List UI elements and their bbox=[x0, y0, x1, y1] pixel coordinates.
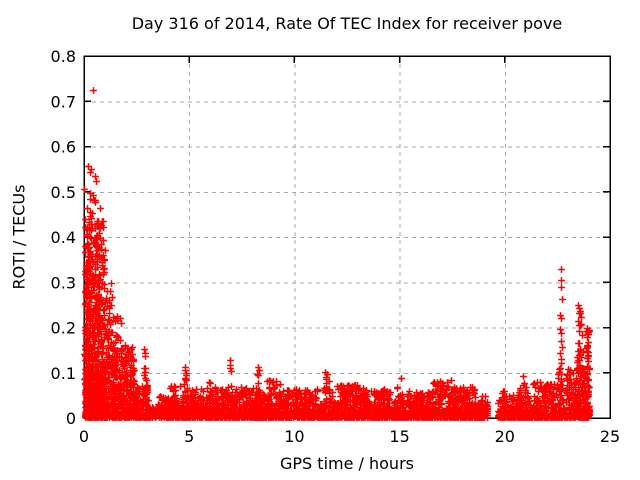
y-tick-label: 0.1 bbox=[51, 364, 76, 383]
x-tick-label: 20 bbox=[495, 427, 515, 446]
y-tick-label: 0.4 bbox=[51, 228, 76, 247]
x-tick-label: 10 bbox=[284, 427, 304, 446]
x-axis-title: GPS time / hours bbox=[280, 454, 414, 473]
y-tick-label: 0.8 bbox=[51, 47, 76, 66]
y-tick-label: 0.2 bbox=[51, 319, 76, 338]
tick-labels: 0 0.1 0.2 0.3 0.4 0.5 0.6 0.7 0.8 0 5 10 15 20 25 bbox=[51, 47, 621, 446]
scatter-marker-batch bbox=[363, 378, 491, 421]
scatter-marker-batch bbox=[81, 87, 593, 421]
scatter-marker-batch bbox=[155, 370, 267, 421]
x-tick-label: 25 bbox=[600, 427, 620, 446]
grid-lines bbox=[84, 56, 610, 418]
axis-ticks bbox=[83, 55, 611, 419]
scatter-marker-batch bbox=[82, 190, 172, 421]
y-tick-label: 0 bbox=[66, 409, 76, 428]
x-tick-label: 0 bbox=[79, 427, 89, 446]
chart-title: Day 316 of 2014, Rate Of TEC Index for r… bbox=[131, 14, 563, 33]
y-tick-label: 0.5 bbox=[51, 183, 76, 202]
plot-border bbox=[83, 55, 611, 419]
y-tick-label: 0.7 bbox=[51, 92, 76, 111]
x-tick-label: 15 bbox=[389, 427, 409, 446]
scatter-marker-batch bbox=[472, 308, 593, 421]
data-points bbox=[81, 87, 593, 421]
scatter-marker-batch bbox=[251, 374, 392, 421]
y-tick-label: 0.6 bbox=[51, 138, 76, 157]
x-tick-label: 5 bbox=[184, 427, 194, 446]
y-tick-label: 0.3 bbox=[51, 273, 76, 292]
